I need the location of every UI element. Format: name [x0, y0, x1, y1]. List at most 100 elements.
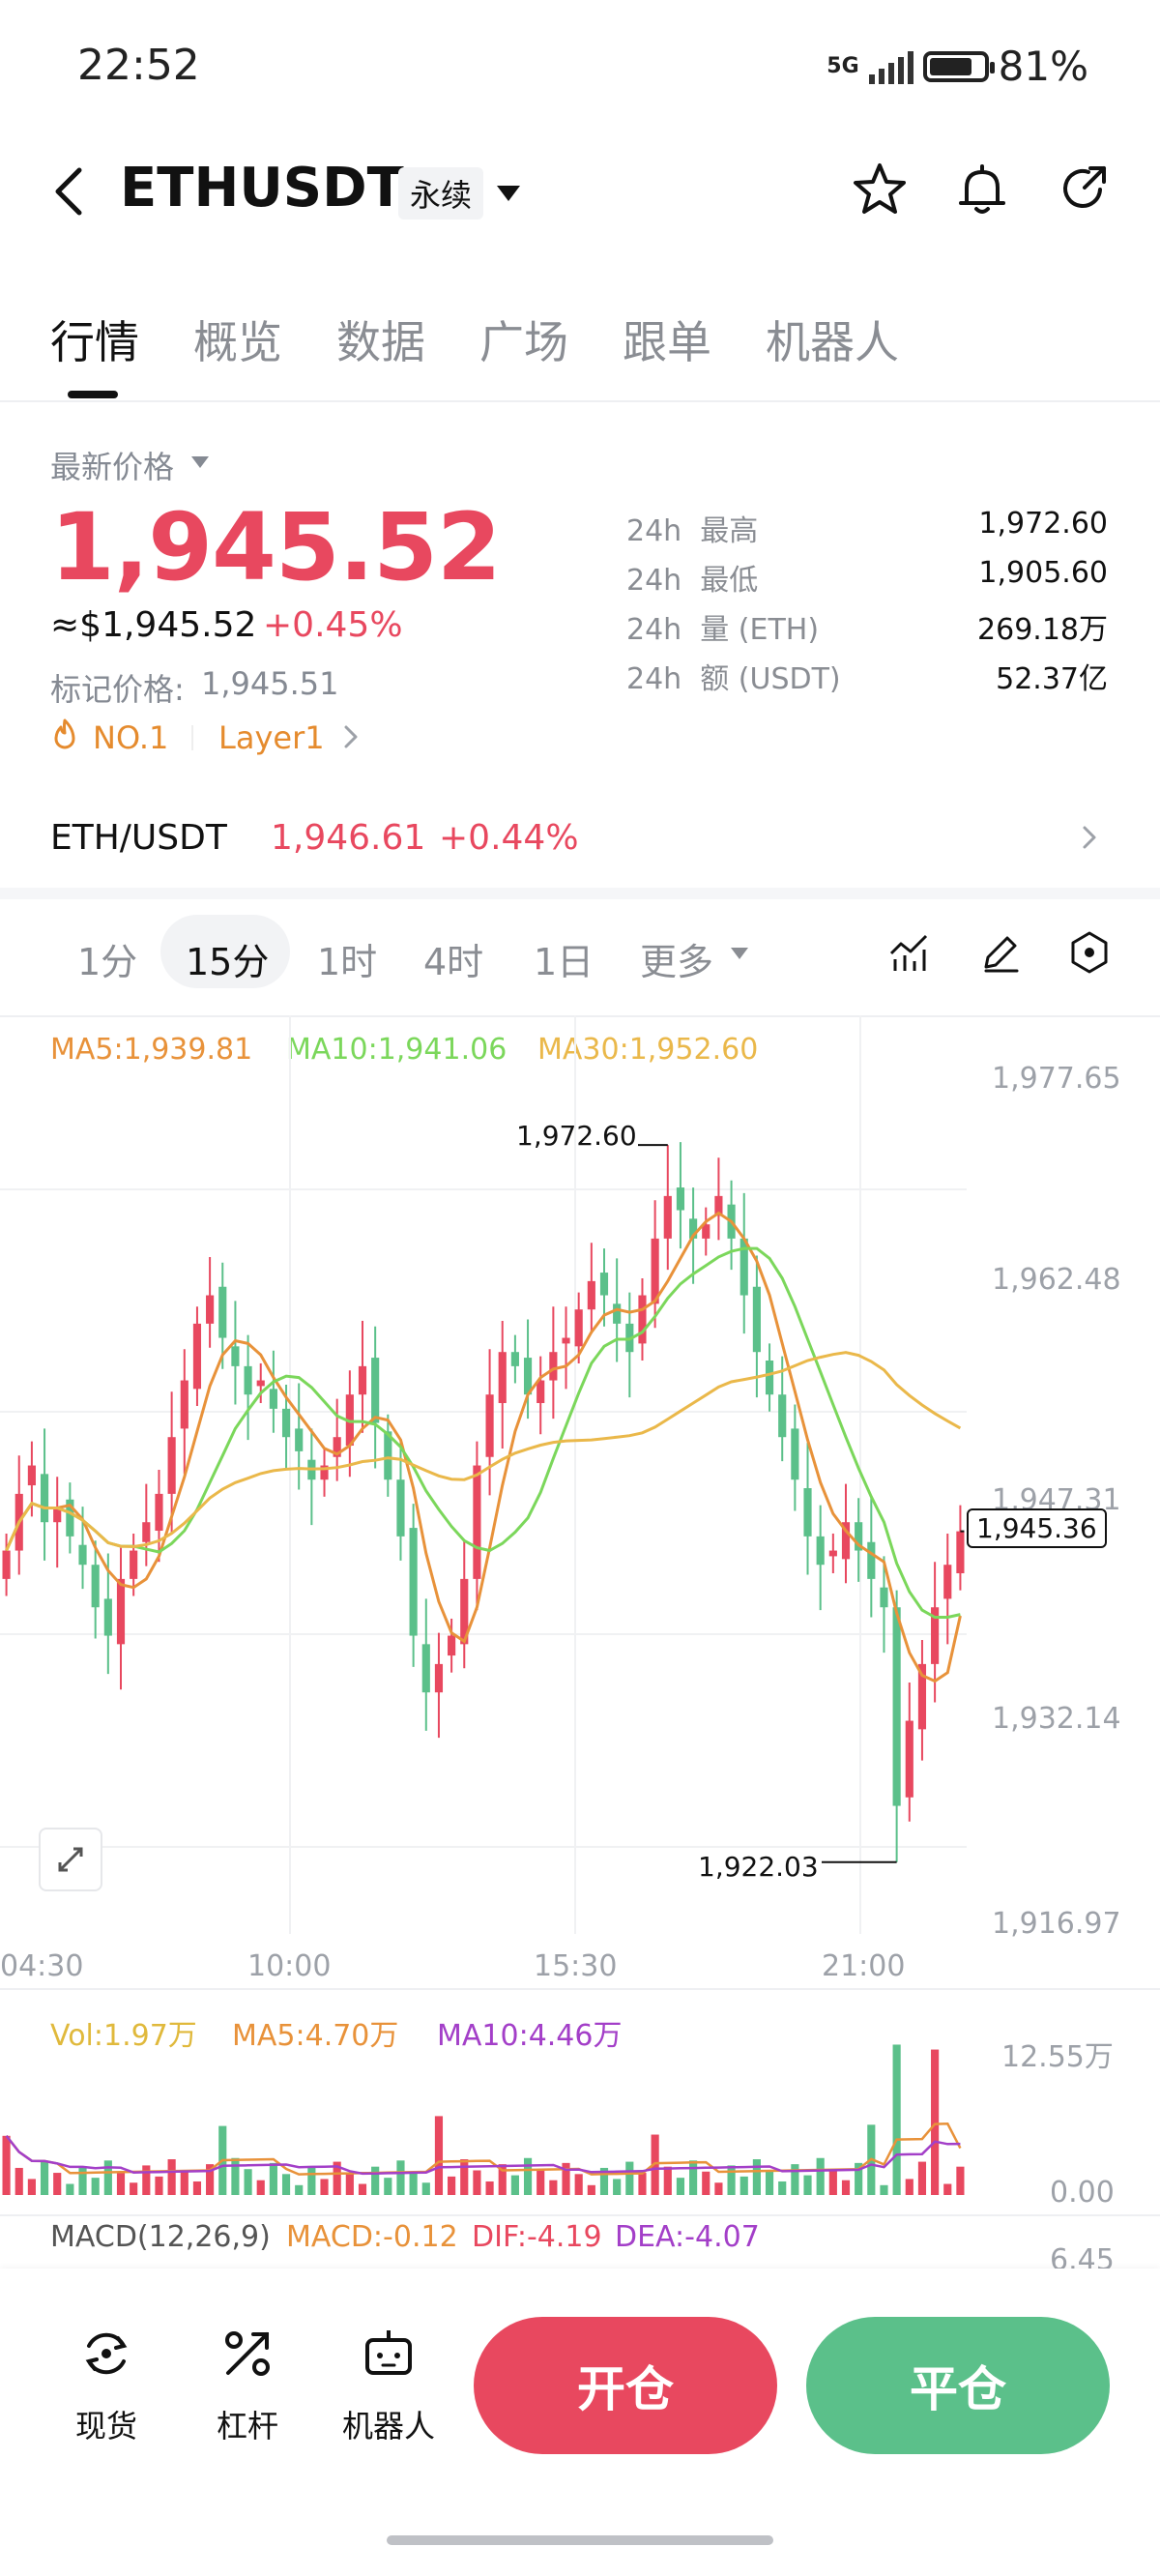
candle-body	[880, 1587, 888, 1608]
spot-pair-name[interactable]: ETH/USDT	[50, 818, 227, 858]
tab-copy-trade[interactable]: 跟单	[623, 316, 711, 368]
volume-bar	[892, 2044, 901, 2195]
chevron-right-icon[interactable]	[1081, 824, 1098, 851]
candle-body	[765, 1361, 774, 1395]
stat-value: 52.37亿	[996, 662, 1108, 696]
star-icon[interactable]	[851, 161, 909, 219]
vol-ma10-line	[5, 2135, 961, 2176]
tab-overview[interactable]: 概览	[193, 316, 282, 368]
y-axis-label: 1,932.14	[992, 1702, 1121, 1736]
fullscreen-button[interactable]	[39, 1828, 102, 1891]
volume-chart	[2, 2044, 965, 2195]
candle-body	[791, 1428, 799, 1480]
status-time: 22:52	[77, 41, 200, 90]
volume-bar	[180, 2170, 188, 2195]
x-axis-label: 15:30	[534, 1949, 618, 1983]
volume-bar	[613, 2179, 622, 2195]
rank-tag[interactable]: NO.1	[93, 719, 169, 756]
macd-divider	[0, 2214, 1160, 2216]
robot-label[interactable]: 机器人	[341, 2408, 435, 2444]
status-indicators: 5G 81%	[826, 43, 1088, 90]
volume-bar	[752, 2159, 761, 2195]
low-annotation: 1,922.03	[698, 1851, 819, 1883]
spot-label[interactable]: 现货	[74, 2408, 137, 2444]
bell-icon[interactable]	[953, 161, 1011, 219]
candle-body	[281, 1408, 291, 1438]
volume-bar	[625, 2161, 634, 2195]
volume-bar	[269, 2162, 277, 2195]
volume-bar	[689, 2160, 698, 2195]
volume-bar	[816, 2157, 825, 2195]
candle-body	[155, 1493, 163, 1532]
interval-15m[interactable]: 15分	[186, 941, 270, 983]
interval-1m[interactable]: 1分	[77, 941, 138, 983]
interval-more[interactable]: 更多	[640, 941, 714, 983]
volume-bar	[778, 2181, 787, 2195]
volume-bar	[231, 2157, 240, 2195]
volume-bar	[409, 2171, 418, 2195]
contract-type-badge[interactable]: 永续	[398, 167, 484, 220]
candle-body	[206, 1295, 215, 1324]
stat-value: 1,972.60	[978, 507, 1108, 541]
share-icon[interactable]	[1056, 161, 1114, 219]
spot-pair-change: +0.44%	[439, 818, 579, 858]
candle-body	[269, 1389, 277, 1409]
leverage-label[interactable]: 杠杆	[216, 2408, 278, 2444]
caret-down-icon[interactable]	[189, 454, 211, 470]
volume-bar	[828, 2169, 837, 2195]
candle-body	[905, 1720, 914, 1798]
volume-bar	[421, 2182, 430, 2195]
settings-hex-icon[interactable]	[1067, 930, 1112, 975]
interval-1d[interactable]: 1日	[534, 941, 594, 983]
tab-data[interactable]: 数据	[336, 316, 425, 368]
interval-1h[interactable]: 1时	[317, 941, 378, 983]
mark-price-label: 标记价格:	[50, 671, 185, 708]
candle-body	[231, 1346, 240, 1366]
caret-down-icon[interactable]	[495, 184, 522, 203]
candlestick-chart[interactable]	[0, 1015, 1160, 1944]
tab-market[interactable]: 行情	[50, 307, 139, 398]
candle-body	[27, 1465, 36, 1486]
volume-bar	[130, 2182, 138, 2195]
candle-body	[421, 1644, 430, 1693]
spot-icon[interactable]	[77, 2325, 135, 2383]
volume-bar	[320, 2179, 329, 2195]
volume-bar	[663, 2166, 672, 2195]
home-indicator[interactable]	[387, 2535, 773, 2545]
leverage-icon[interactable]	[218, 2325, 276, 2383]
draw-pencil-icon[interactable]	[978, 930, 1023, 975]
stat-row: 24h 额 (USDT) 52.37亿	[626, 655, 1108, 697]
volume-bar	[142, 2165, 151, 2195]
back-icon[interactable]	[50, 162, 89, 220]
candle-body	[460, 1578, 469, 1645]
volume-bar	[943, 2183, 952, 2195]
flame-icon	[54, 718, 75, 749]
x-axis-label: 10:00	[247, 1949, 332, 1983]
tab-bot[interactable]: 机器人	[766, 316, 899, 368]
stat-label: 量 (ETH)	[700, 613, 820, 647]
tabs-divider	[0, 400, 1160, 402]
chevron-right-icon[interactable]	[342, 723, 360, 750]
volume-bar	[676, 2178, 685, 2195]
candle-body	[956, 1531, 965, 1574]
candle-body	[510, 1352, 519, 1366]
tab-square[interactable]: 广场	[479, 316, 568, 368]
candle-body	[917, 1663, 927, 1730]
close-position-button[interactable]: 平仓	[806, 2317, 1110, 2454]
indicator-icon[interactable]	[887, 930, 932, 975]
category-tag[interactable]: Layer1	[218, 719, 325, 756]
volume-bar	[549, 2180, 558, 2195]
symbol-title[interactable]: ETHUSDT	[120, 157, 404, 220]
volume-bar	[473, 2170, 481, 2195]
candle-body	[752, 1286, 761, 1353]
last-price-label[interactable]: 最新价格	[50, 449, 175, 485]
caret-down-icon[interactable]	[729, 946, 750, 961]
candle-body	[320, 1465, 329, 1480]
vol-min-label: 0.00	[1050, 2176, 1115, 2210]
stat-period: 24h	[626, 662, 682, 696]
candle-body	[295, 1428, 304, 1451]
open-position-button[interactable]: 开仓	[474, 2317, 777, 2454]
robot-icon[interactable]	[360, 2325, 418, 2383]
volume-bar	[791, 2164, 799, 2195]
interval-4h[interactable]: 4时	[423, 941, 484, 983]
